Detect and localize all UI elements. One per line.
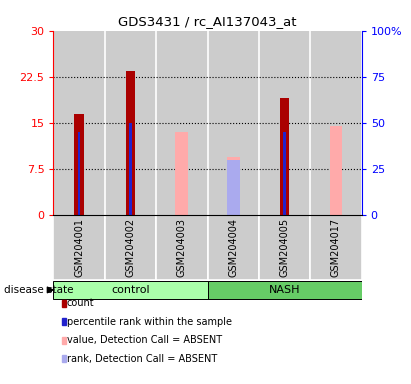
Bar <box>208 215 259 280</box>
Bar <box>126 71 135 215</box>
Text: value, Detection Call = ABSENT: value, Detection Call = ABSENT <box>67 335 222 345</box>
Bar <box>53 31 105 215</box>
Bar <box>310 31 362 215</box>
Bar <box>310 215 362 280</box>
Bar <box>330 126 342 215</box>
Bar <box>284 132 286 215</box>
Text: control: control <box>111 285 150 295</box>
Bar <box>53 281 208 299</box>
Text: GSM204004: GSM204004 <box>228 218 238 277</box>
Bar <box>259 31 310 215</box>
Bar <box>78 132 80 215</box>
Text: disease state: disease state <box>4 285 74 295</box>
Text: GSM204017: GSM204017 <box>331 218 341 277</box>
Bar <box>208 281 362 299</box>
Bar <box>129 123 132 215</box>
Text: GSM204001: GSM204001 <box>74 218 84 277</box>
Bar <box>53 215 105 280</box>
Title: GDS3431 / rc_AI137043_at: GDS3431 / rc_AI137043_at <box>118 15 297 28</box>
Text: GSM204003: GSM204003 <box>177 218 187 277</box>
Bar <box>227 157 240 215</box>
Bar <box>227 160 240 215</box>
Text: rank, Detection Call = ABSENT: rank, Detection Call = ABSENT <box>67 354 217 364</box>
Bar <box>280 98 289 215</box>
Bar <box>105 31 156 215</box>
Text: percentile rank within the sample: percentile rank within the sample <box>67 317 232 327</box>
Bar <box>208 31 259 215</box>
Bar <box>74 114 84 215</box>
Text: count: count <box>67 298 95 308</box>
Bar <box>259 215 310 280</box>
Bar <box>105 215 156 280</box>
Text: GSM204002: GSM204002 <box>125 218 136 277</box>
Bar <box>156 31 208 215</box>
Bar <box>156 215 208 280</box>
Text: GSM204005: GSM204005 <box>279 218 290 277</box>
Text: NASH: NASH <box>269 285 300 295</box>
Bar <box>175 132 188 215</box>
